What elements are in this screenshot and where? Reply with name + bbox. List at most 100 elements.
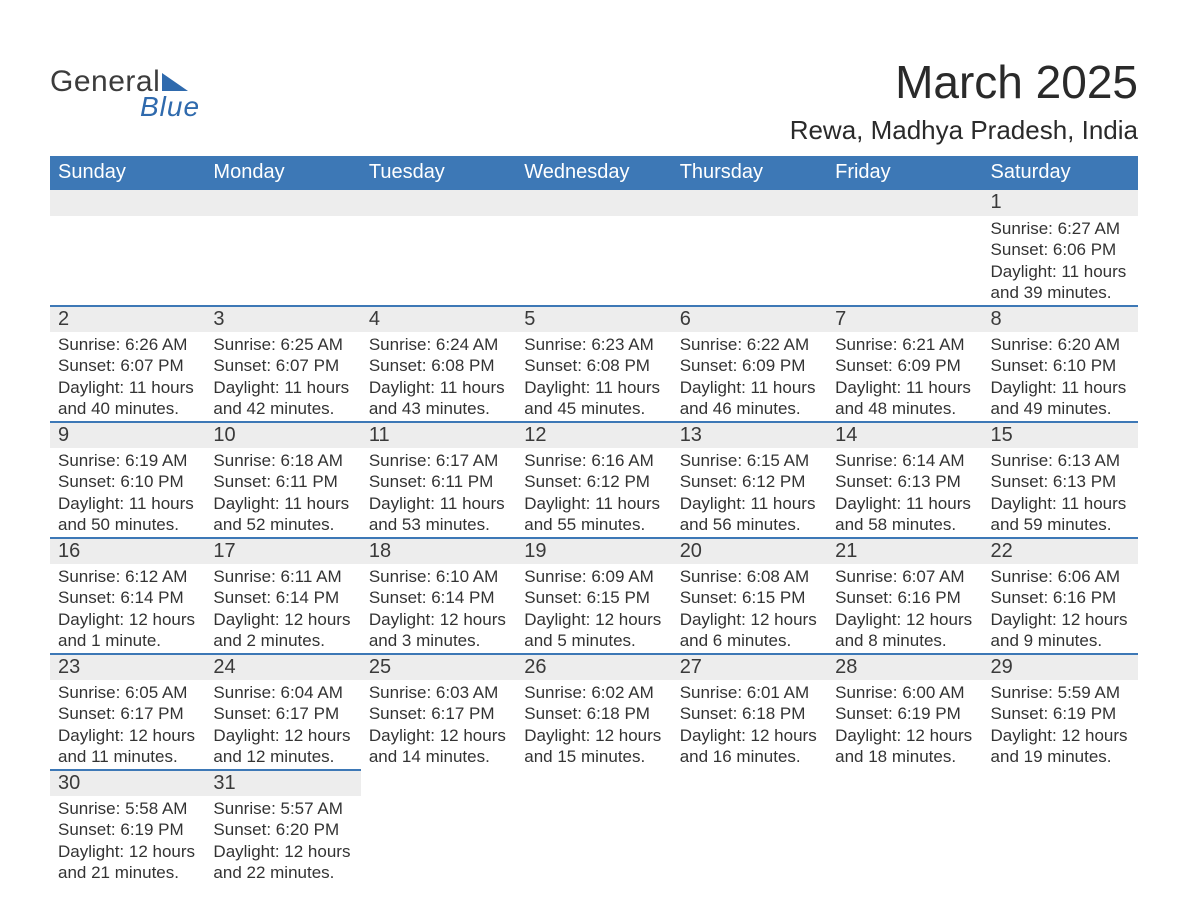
sunrise-text: Sunrise: 6:10 AM: [369, 566, 508, 587]
day-cell: 8Sunrise: 6:20 AMSunset: 6:10 PMDaylight…: [983, 305, 1138, 421]
day-cell: 7Sunrise: 6:21 AMSunset: 6:09 PMDaylight…: [827, 305, 982, 421]
day-cell: 10Sunrise: 6:18 AMSunset: 6:11 PMDayligh…: [205, 421, 360, 537]
daylight1-text: Daylight: 11 hours: [835, 493, 974, 514]
day-body: [983, 795, 1138, 799]
day-body: Sunrise: 6:18 AMSunset: 6:11 PMDaylight:…: [205, 448, 360, 537]
day-body: Sunrise: 6:05 AMSunset: 6:17 PMDaylight:…: [50, 680, 205, 769]
day-number: [827, 769, 982, 795]
day-body: [672, 216, 827, 300]
sunset-text: Sunset: 6:09 PM: [680, 355, 819, 376]
day-cell: 17Sunrise: 6:11 AMSunset: 6:14 PMDayligh…: [205, 537, 360, 653]
day-number: 8: [983, 305, 1138, 332]
day-number: 25: [361, 653, 516, 680]
weekday-header: Friday: [827, 156, 982, 190]
daylight1-text: Daylight: 12 hours: [369, 609, 508, 630]
sunset-text: Sunset: 6:12 PM: [680, 471, 819, 492]
day-cell: 9Sunrise: 6:19 AMSunset: 6:10 PMDaylight…: [50, 421, 205, 537]
weekday-header: Monday: [205, 156, 360, 190]
day-number: [205, 190, 360, 216]
day-number: 16: [50, 537, 205, 564]
daylight1-text: Daylight: 11 hours: [991, 261, 1130, 282]
day-number: 4: [361, 305, 516, 332]
day-body: [516, 216, 671, 300]
day-body: Sunrise: 6:04 AMSunset: 6:17 PMDaylight:…: [205, 680, 360, 769]
day-body: [205, 216, 360, 300]
day-number: 14: [827, 421, 982, 448]
sunset-text: Sunset: 6:10 PM: [58, 471, 197, 492]
day-cell: 16Sunrise: 6:12 AMSunset: 6:14 PMDayligh…: [50, 537, 205, 653]
daylight2-text: and 9 minutes.: [991, 630, 1130, 651]
day-cell: 23Sunrise: 6:05 AMSunset: 6:17 PMDayligh…: [50, 653, 205, 769]
week-row: 2Sunrise: 6:26 AMSunset: 6:07 PMDaylight…: [50, 305, 1138, 421]
weekday-header: Thursday: [672, 156, 827, 190]
day-number: 22: [983, 537, 1138, 564]
sunset-text: Sunset: 6:11 PM: [369, 471, 508, 492]
day-number: [672, 190, 827, 216]
day-cell: 28Sunrise: 6:00 AMSunset: 6:19 PMDayligh…: [827, 653, 982, 769]
day-body: [361, 795, 516, 799]
day-body: Sunrise: 6:08 AMSunset: 6:15 PMDaylight:…: [672, 564, 827, 653]
daylight2-text: and 21 minutes.: [58, 862, 197, 883]
daylight2-text: and 16 minutes.: [680, 746, 819, 767]
week-row: 23Sunrise: 6:05 AMSunset: 6:17 PMDayligh…: [50, 653, 1138, 769]
sunrise-text: Sunrise: 6:22 AM: [680, 334, 819, 355]
sunset-text: Sunset: 6:16 PM: [835, 587, 974, 608]
daylight2-text: and 5 minutes.: [524, 630, 663, 651]
sunrise-text: Sunrise: 6:27 AM: [991, 218, 1130, 239]
daylight2-text: and 11 minutes.: [58, 746, 197, 767]
day-cell: 22Sunrise: 6:06 AMSunset: 6:16 PMDayligh…: [983, 537, 1138, 653]
daylight2-text: and 53 minutes.: [369, 514, 508, 535]
sunrise-text: Sunrise: 6:24 AM: [369, 334, 508, 355]
day-number: [50, 190, 205, 216]
sunset-text: Sunset: 6:14 PM: [369, 587, 508, 608]
calendar-body: 1Sunrise: 6:27 AMSunset: 6:06 PMDaylight…: [50, 190, 1138, 885]
title-block: March 2025 Rewa, Madhya Pradesh, India: [790, 55, 1138, 146]
day-cell: [205, 190, 360, 305]
day-cell: 2Sunrise: 6:26 AMSunset: 6:07 PMDaylight…: [50, 305, 205, 421]
sunset-text: Sunset: 6:19 PM: [991, 703, 1130, 724]
day-cell: 3Sunrise: 6:25 AMSunset: 6:07 PMDaylight…: [205, 305, 360, 421]
day-cell: [672, 769, 827, 885]
day-number: 31: [205, 769, 360, 796]
day-body: Sunrise: 6:03 AMSunset: 6:17 PMDaylight:…: [361, 680, 516, 769]
day-number: 2: [50, 305, 205, 332]
day-number: 6: [672, 305, 827, 332]
day-cell: 13Sunrise: 6:15 AMSunset: 6:12 PMDayligh…: [672, 421, 827, 537]
day-body: [827, 795, 982, 799]
daylight1-text: Daylight: 11 hours: [680, 377, 819, 398]
day-cell: [361, 190, 516, 305]
day-cell: 14Sunrise: 6:14 AMSunset: 6:13 PMDayligh…: [827, 421, 982, 537]
day-number: 1: [983, 190, 1138, 216]
day-body: Sunrise: 6:15 AMSunset: 6:12 PMDaylight:…: [672, 448, 827, 537]
daylight2-text: and 12 minutes.: [213, 746, 352, 767]
sunrise-text: Sunrise: 6:00 AM: [835, 682, 974, 703]
sunset-text: Sunset: 6:06 PM: [991, 239, 1130, 260]
day-cell: [672, 190, 827, 305]
day-number: 23: [50, 653, 205, 680]
weekday-header-row: Sunday Monday Tuesday Wednesday Thursday…: [50, 156, 1138, 190]
daylight2-text: and 56 minutes.: [680, 514, 819, 535]
logo: General Blue: [50, 65, 200, 123]
sunrise-text: Sunrise: 6:16 AM: [524, 450, 663, 471]
sunrise-text: Sunrise: 6:25 AM: [213, 334, 352, 355]
sunrise-text: Sunrise: 5:57 AM: [213, 798, 352, 819]
day-cell: 19Sunrise: 6:09 AMSunset: 6:15 PMDayligh…: [516, 537, 671, 653]
daylight2-text: and 58 minutes.: [835, 514, 974, 535]
daylight1-text: Daylight: 11 hours: [58, 377, 197, 398]
day-body: [361, 216, 516, 300]
day-cell: 31Sunrise: 5:57 AMSunset: 6:20 PMDayligh…: [205, 769, 360, 885]
daylight2-text: and 39 minutes.: [991, 282, 1130, 303]
sunrise-text: Sunrise: 6:12 AM: [58, 566, 197, 587]
daylight2-text: and 48 minutes.: [835, 398, 974, 419]
day-body: Sunrise: 6:07 AMSunset: 6:16 PMDaylight:…: [827, 564, 982, 653]
weekday-header: Tuesday: [361, 156, 516, 190]
day-number: 29: [983, 653, 1138, 680]
daylight1-text: Daylight: 12 hours: [991, 609, 1130, 630]
day-body: Sunrise: 6:13 AMSunset: 6:13 PMDaylight:…: [983, 448, 1138, 537]
sunset-text: Sunset: 6:17 PM: [369, 703, 508, 724]
daylight1-text: Daylight: 12 hours: [58, 841, 197, 862]
day-cell: 12Sunrise: 6:16 AMSunset: 6:12 PMDayligh…: [516, 421, 671, 537]
daylight1-text: Daylight: 12 hours: [680, 609, 819, 630]
sunrise-text: Sunrise: 6:13 AM: [991, 450, 1130, 471]
week-row: 1Sunrise: 6:27 AMSunset: 6:06 PMDaylight…: [50, 190, 1138, 305]
